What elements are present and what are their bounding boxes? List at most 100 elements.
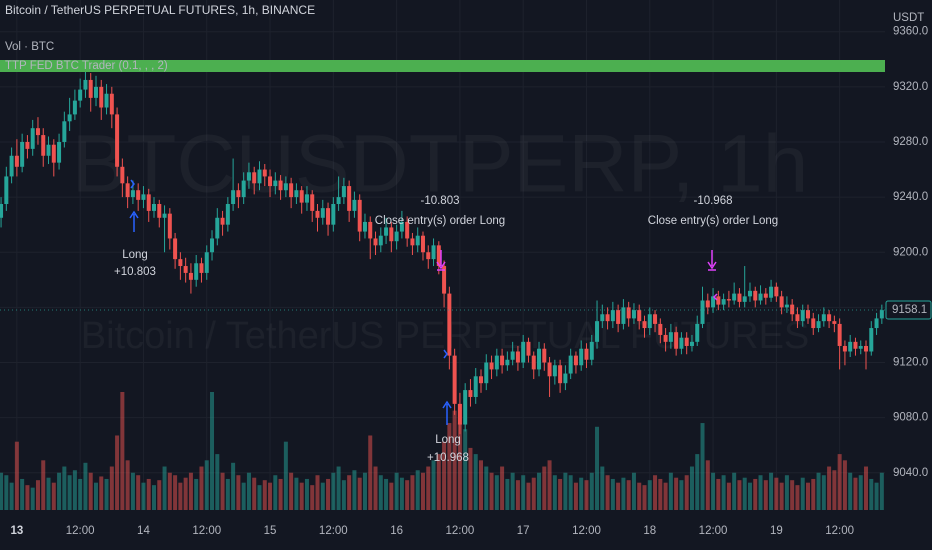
volume-bar [484,466,489,510]
candle-body [568,355,573,374]
volume-bar [57,472,62,510]
volume-bar [326,478,331,510]
candle-body [837,323,842,346]
candle-body [389,227,394,242]
volume-bar [262,480,267,510]
indicator-label[interactable]: TTP FED BTC Trader (0.1, , , 2) [5,60,168,72]
volume-bar [204,460,209,510]
candle-body [9,155,14,177]
volume-bar [832,470,837,510]
candle-body [394,231,399,242]
volume-bar [352,470,357,510]
volume-layer [0,392,884,510]
candle-body [199,263,204,273]
candle-body [431,245,436,260]
candle-body [88,79,93,98]
candle-body [742,296,747,302]
volume-bar [389,482,394,510]
candle-body [737,293,742,302]
candle-body [0,204,4,218]
volume-bar [500,466,505,510]
candle-body [225,204,230,225]
candle-body [289,183,294,198]
candle-body [753,290,758,301]
candle-body [378,235,383,246]
candle-body [647,314,652,329]
volume-bar [384,478,389,510]
volume-bar [236,475,241,510]
trade-annotation: -10.968 [693,195,732,207]
candle-body [241,180,246,198]
candle-body [268,176,273,187]
candle-body [57,141,62,163]
candle-body [426,252,431,260]
candle-body [341,186,346,198]
volume-bar [125,460,130,510]
volume-bar [130,472,135,510]
y-tick-label: 9360.0 [893,26,928,38]
volume-bar [626,480,631,510]
y-tick-label: 9200.0 [893,246,928,258]
trade-annotation: Long [435,434,461,446]
candle-body [130,190,135,198]
candle-body [115,114,120,167]
candle-body [220,217,225,225]
volume-bar [568,475,573,510]
x-tick-label: 15 [264,525,277,537]
candle-body [484,362,489,384]
volume-bar [642,485,647,510]
volume-bar [505,478,510,510]
volume-bar [531,477,536,510]
volume-bar [616,482,621,510]
candle-body [315,210,320,218]
volume-bar [278,478,283,510]
volume-bar [684,475,689,510]
volume-bar [289,472,294,510]
volume-bar [268,482,273,510]
candle-body [500,355,505,366]
volume-bar [93,482,98,510]
candle-body [827,314,832,322]
volume-bar [726,482,731,510]
candle-body [204,252,209,273]
candle-body [663,334,668,342]
candle-body [283,183,288,191]
volume-bar [362,472,367,510]
volume-bar [489,472,494,510]
volume-bar [252,477,257,510]
volume-bar [199,466,204,510]
indicator-label[interactable]: Vol · BTC [5,41,54,53]
x-tick-label: 14 [137,525,150,537]
x-tick-label: 12:00 [825,525,854,537]
candle-body [479,376,484,384]
x-tick-label: 12:00 [66,525,95,537]
volume-bar [758,475,763,510]
candle-body [299,190,304,203]
watermark-symbol: BTCUSDTPERP, 1h [72,119,809,210]
volume-bar [790,480,795,510]
volume-bar [573,482,578,510]
volume-bar [842,460,847,510]
candle-body [457,403,462,425]
candle-body [173,238,178,260]
volume-bar [299,482,304,510]
volume-bar [858,475,863,510]
volume-bar [415,470,420,510]
candle-body [188,272,193,280]
candle-body [162,213,167,218]
candle-body [157,204,162,218]
candle-body [726,299,731,301]
volume-bar [631,472,636,510]
volume-bar [721,475,726,510]
candle-body [83,79,88,90]
candle-body [273,180,278,187]
volume-bar [115,435,120,510]
candle-body [716,296,721,305]
chart-title[interactable]: Bitcoin / TetherUS PERPETUAL FUTURES, 1h… [5,3,315,17]
volume-bar [14,441,19,510]
candle-body [769,286,774,298]
candle-body [167,213,172,239]
candle-body [93,86,98,98]
volume-bar [584,480,589,510]
trade-annotation: Close entry(s) order Long [375,215,505,227]
